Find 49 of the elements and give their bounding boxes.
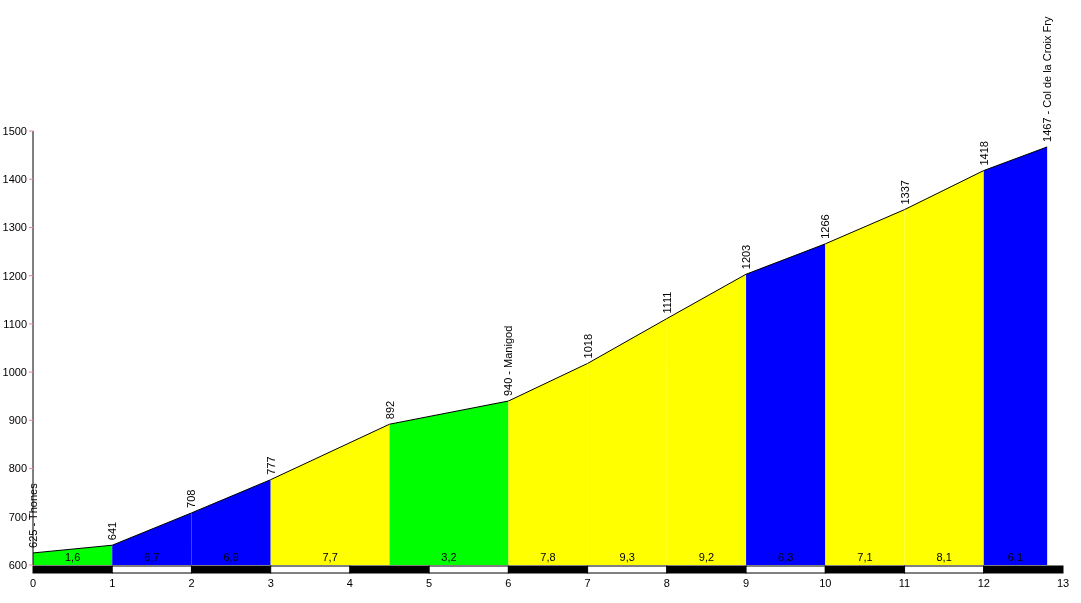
x-tick-label: 11	[898, 576, 911, 589]
annotation: 940 - Manigod	[502, 325, 515, 397]
x-tick-label: 4	[346, 576, 353, 589]
y-tick-label: 1200	[2, 269, 27, 282]
annotation: 1203	[740, 244, 753, 270]
x-tick-label: 1	[109, 576, 116, 589]
annotation: 8,1	[936, 551, 952, 563]
y-tick-label: 700	[8, 510, 27, 523]
annotation: 1337	[898, 180, 911, 205]
x-tick-label: 12	[977, 576, 990, 589]
annotation: 9,2	[698, 551, 715, 563]
y-tick-label: 1300	[2, 221, 27, 234]
x-tick-label: 6	[505, 576, 512, 589]
annotation: 6,3	[778, 551, 794, 563]
x-tick-label: 13	[1056, 576, 1070, 589]
annotation: 1266	[819, 214, 832, 239]
annotation: 777	[264, 456, 277, 475]
annotation: 6,7	[144, 551, 160, 563]
x-tick-label: 7	[584, 576, 591, 589]
annotation: 708	[185, 489, 198, 508]
annotation: 3,2	[441, 551, 457, 563]
y-tick-label: 1000	[2, 366, 27, 379]
annotation: 9,3	[619, 551, 635, 563]
annotation: 7,1	[857, 551, 873, 563]
annotation: 1467 - Col de la Croix Fry	[1041, 16, 1054, 142]
y-tick-label: 600	[8, 558, 27, 571]
annotation: 7,8	[540, 551, 556, 563]
annotation: 1418	[977, 141, 990, 166]
annotation: 6,9	[223, 551, 239, 563]
annotation: 1018	[581, 333, 594, 359]
x-tick-label: 2	[188, 576, 195, 589]
annotation: 625 - Thones	[27, 482, 39, 548]
y-tick-label: 1500	[2, 124, 27, 137]
annotation: 7,7	[322, 551, 338, 563]
x-tick-label: 9	[743, 576, 750, 589]
y-tick-label: 900	[8, 414, 27, 427]
y-tick-label: 1100	[3, 317, 27, 330]
annotation: 1111	[660, 291, 673, 314]
x-tick-label: 3	[267, 576, 274, 589]
annotation: 1,6	[64, 551, 81, 563]
annotation: 892	[383, 400, 396, 420]
x-tick-label: 8	[663, 576, 670, 589]
x-tick-label: 5	[426, 576, 433, 589]
y-tick-label: 1400	[2, 173, 27, 186]
annotation: 641	[106, 521, 119, 541]
annotation: 6,1	[1007, 551, 1024, 563]
x-tick-label: 10	[819, 576, 832, 589]
x-tick-label: 0	[29, 576, 37, 589]
y-tick-label: 800	[8, 462, 27, 475]
